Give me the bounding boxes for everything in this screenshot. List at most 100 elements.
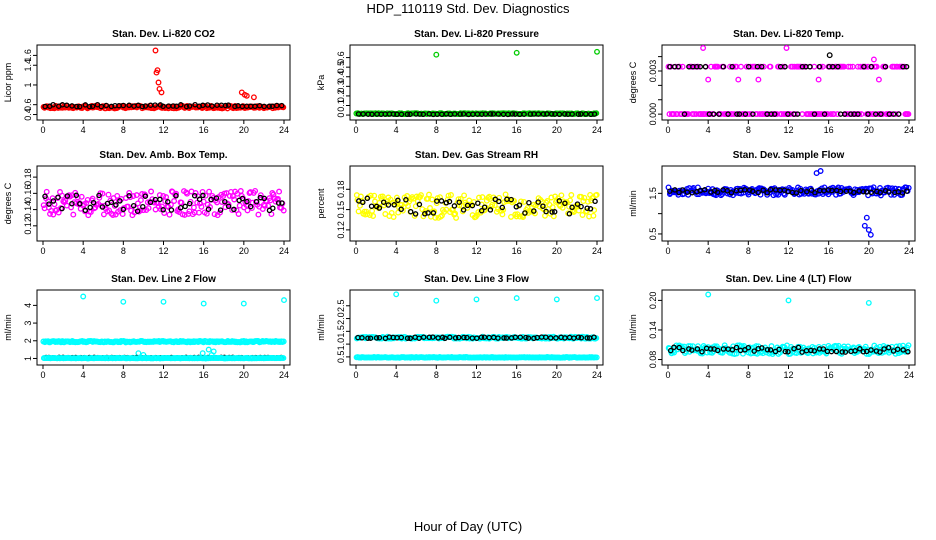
data-point <box>125 203 131 210</box>
data-point <box>489 201 496 208</box>
data-point <box>114 192 121 199</box>
data-point <box>55 209 62 216</box>
outlier-point <box>205 346 212 353</box>
data-point <box>160 193 167 199</box>
data-point <box>77 201 83 207</box>
data-point <box>134 200 141 207</box>
data-point <box>742 111 749 117</box>
outlier-point <box>153 69 160 76</box>
data-point <box>170 103 176 109</box>
data-point <box>667 347 674 354</box>
data-point <box>457 111 463 117</box>
data-point <box>556 111 563 118</box>
data-point <box>160 103 166 110</box>
outlier-point <box>240 300 247 307</box>
data-point <box>50 198 57 204</box>
data-point <box>495 111 502 117</box>
y-tick-label: 0.000 <box>648 103 658 126</box>
data-point <box>482 111 489 117</box>
data-point <box>87 204 93 211</box>
data-point <box>430 210 437 216</box>
x-tick-label: 24 <box>279 246 289 256</box>
x-tick-label: 20 <box>552 370 562 380</box>
data-point <box>239 195 246 202</box>
data-point <box>779 63 786 70</box>
data-point <box>140 207 147 214</box>
outlier-point <box>867 231 874 238</box>
data-point <box>798 187 804 194</box>
data-point <box>567 197 574 204</box>
data-point <box>407 111 413 118</box>
data-point <box>804 189 810 195</box>
data-point <box>877 189 883 196</box>
data-point <box>261 103 267 110</box>
data-point <box>76 103 83 110</box>
panel-title: Stan. Dev. Sample Flow <box>733 150 845 161</box>
data-point <box>691 63 698 70</box>
data-point <box>225 203 232 210</box>
outlier-point <box>594 295 600 302</box>
data-point <box>689 347 695 353</box>
outlier-point <box>281 297 287 304</box>
data-point <box>496 198 502 205</box>
data-point <box>99 204 106 210</box>
y-tick-label: 0.14 <box>23 201 33 219</box>
data-point <box>811 111 818 117</box>
y-tick-label: 0.4 <box>336 70 346 83</box>
outlier-point <box>755 76 762 83</box>
data-point <box>870 184 877 191</box>
data-point <box>569 204 575 211</box>
chart-panel: Stan. Dev. Line 4 (LT) Flow 0 4 8 12 16 20 24 0.… <box>628 274 916 380</box>
data-point <box>676 344 682 351</box>
data-point <box>137 207 144 214</box>
data-point <box>516 202 523 208</box>
data-point <box>521 198 527 205</box>
x-tick-label: 4 <box>81 246 86 256</box>
data-point <box>186 200 193 207</box>
x-tick-label: 20 <box>864 370 874 380</box>
data-point <box>509 111 516 117</box>
x-tick-label: 20 <box>239 370 249 380</box>
data-point <box>751 348 757 354</box>
data-point <box>183 103 190 110</box>
chart-panel: Stan. Dev. Li-820 CO2 0 4 8 12 16 20 24 0.40.6 1 1… <box>3 29 291 135</box>
data-point <box>699 348 705 355</box>
x-tick-label: 4 <box>394 370 399 380</box>
data-point <box>360 111 366 117</box>
data-point <box>830 63 836 70</box>
data-point <box>404 335 411 341</box>
x-tick-label: 0 <box>665 246 670 256</box>
data-point <box>487 111 494 117</box>
data-point <box>746 63 752 70</box>
x-tick-label: 0 <box>353 370 358 380</box>
outlier-point <box>826 52 833 59</box>
data-point <box>479 194 486 201</box>
data-point <box>43 188 50 195</box>
data-point <box>461 192 468 199</box>
data-point <box>549 209 555 215</box>
data-point <box>161 210 168 216</box>
data-point <box>222 198 228 205</box>
data-point <box>527 111 534 117</box>
data-point <box>667 63 673 70</box>
data-point <box>417 111 423 117</box>
panel-title: Stan. Dev. Li-820 Pressure <box>414 29 539 40</box>
data-point <box>478 207 485 214</box>
data-point <box>200 198 207 205</box>
data-point <box>878 111 884 117</box>
data-point <box>255 211 262 218</box>
data-point <box>578 203 584 210</box>
y-tick-label: 0.5 <box>336 61 346 74</box>
outlier-point <box>817 168 824 174</box>
data-point <box>475 200 481 206</box>
data-point <box>235 211 242 217</box>
data-point <box>178 102 184 108</box>
data-point <box>72 189 79 196</box>
data-point <box>186 103 193 109</box>
y-tick-label: 0.20 <box>648 292 658 310</box>
data-point <box>724 187 731 194</box>
data-point <box>206 188 213 195</box>
data-point <box>566 211 573 217</box>
plot-frame <box>661 44 916 121</box>
data-point <box>495 335 501 341</box>
